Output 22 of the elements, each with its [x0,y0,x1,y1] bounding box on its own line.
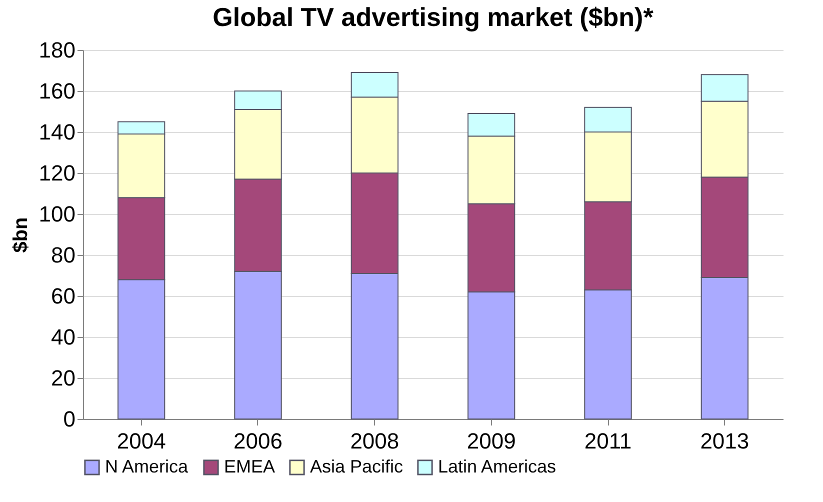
y-tick-label: 120 [38,160,76,186]
legend-label: EMEA [224,456,276,476]
y-tick-label: 100 [38,202,76,226]
x-tick-label: 2006 [234,428,282,454]
x-tick-label: 2011 [584,428,632,454]
legend-label: Asia Pacific [310,456,404,476]
x-tick-label: 2004 [116,428,166,454]
y-tick-label: 80 [51,242,76,268]
chart-title: Global TV advertising market ($bn)* [212,2,654,32]
y-axis-title: $bn [10,217,32,253]
legend-label: N America [105,456,190,476]
x-tick-label: 2009 [466,428,516,454]
y-tick-label: 160 [38,78,76,104]
y-tick-label: 40 [51,324,76,350]
y-tick-label: 140 [38,120,76,144]
y-tick-label: 60 [51,284,76,308]
y-tick-label: 20 [51,366,76,390]
legend-label: Latin Americas [438,456,556,476]
y-tick-label: 0 [63,406,76,432]
x-tick-label: 2008 [350,428,400,454]
y-tick-label: 180 [38,38,76,62]
x-tick-label: 2013 [700,428,750,454]
